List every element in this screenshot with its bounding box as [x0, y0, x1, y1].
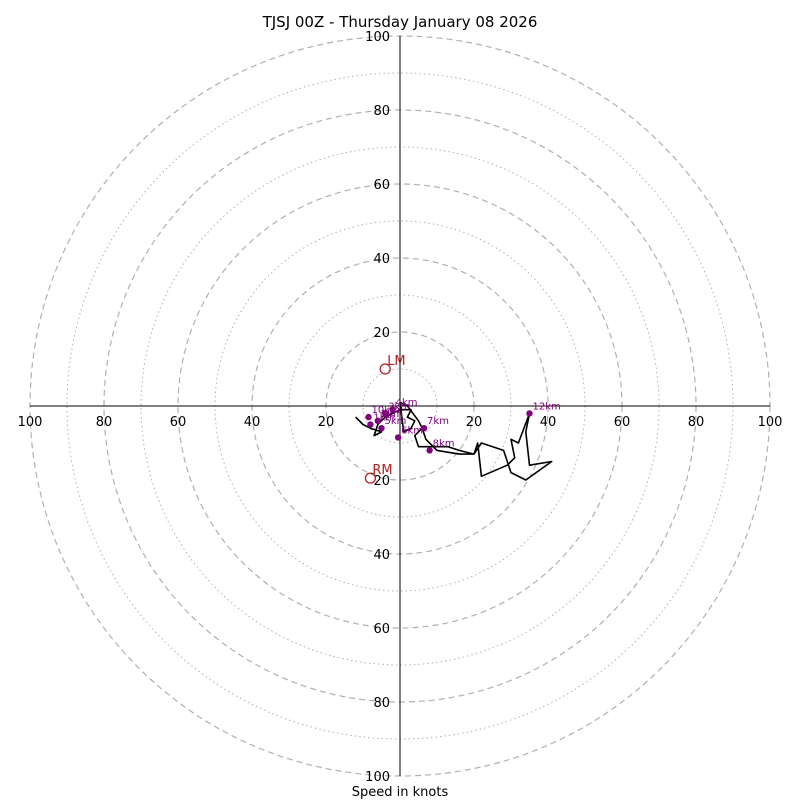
height-marker-4km: [389, 406, 396, 413]
height-label-12km: 12km: [533, 401, 561, 412]
tick-label-up: 80: [373, 104, 390, 119]
tick-label-left: 80: [96, 415, 113, 430]
height-marker-3km: [382, 410, 389, 417]
storm-motion-markers: LM RM: [364, 354, 406, 484]
height-marker-5km: [378, 425, 385, 432]
tick-label-down: 100: [365, 770, 390, 785]
axis-ticks: 20 20 20 20 40 40 40 40 60 60 60 60 80 80 80 80 100 100 10…: [18, 30, 783, 785]
chart-title: TJSJ 00Z - Thursday January 08 2026: [262, 13, 538, 31]
tick-label-right: 40: [540, 415, 557, 430]
height-label-5km: 5km: [385, 416, 407, 427]
height-marker-1km: [367, 421, 374, 428]
tick-label-left: 100: [18, 415, 43, 430]
height-marker-10km: [365, 413, 372, 421]
storm-motion-marker-lm: [379, 363, 391, 375]
height-label-2km: 2km: [381, 409, 403, 420]
storm-motion-marker-rm: [364, 472, 377, 484]
height-marker-6km: [394, 434, 402, 441]
storm-motion-label-lm: LM: [387, 354, 405, 369]
tick-label-down: 40: [373, 548, 390, 563]
height-marker-7km: [420, 425, 428, 432]
height-marker-2km: [374, 417, 381, 424]
tick-label-down: 80: [373, 696, 390, 711]
storm-motion-label-rm: RM: [372, 463, 392, 478]
height-label-1km: 1km: [373, 413, 395, 424]
tick-label-left: 60: [170, 415, 187, 430]
height-markers: 4km7km8km6km12km10km2km1km5km3km: [365, 398, 561, 454]
height-label-3km: 3km: [388, 401, 410, 412]
hodograph-trace: [355, 401, 553, 481]
tick-label-down: 20: [373, 474, 390, 489]
height-marker-8km: [426, 447, 433, 454]
tick-label-down: 60: [373, 622, 390, 637]
tick-label-up: 60: [373, 178, 390, 193]
tick-label-left: 20: [318, 415, 335, 430]
tick-label-right: 100: [758, 415, 783, 430]
tick-label-up: 100: [365, 30, 390, 45]
tick-label-right: 60: [614, 415, 631, 430]
height-label-6km: 6km: [401, 425, 423, 436]
x-axis-label: Speed in knots: [352, 785, 449, 800]
hodograph-trace-group: [355, 401, 553, 481]
height-label-4km: 4km: [396, 398, 418, 409]
tick-label-right: 20: [466, 415, 483, 430]
height-label-7km: 7km: [427, 416, 449, 427]
tick-label-up: 20: [373, 326, 390, 341]
height-marker-12km: [526, 410, 533, 417]
height-label-8km: 8km: [433, 438, 455, 449]
tick-label-left: 40: [244, 415, 261, 430]
tick-label-up: 40: [373, 252, 390, 267]
tick-label-right: 80: [688, 415, 705, 430]
